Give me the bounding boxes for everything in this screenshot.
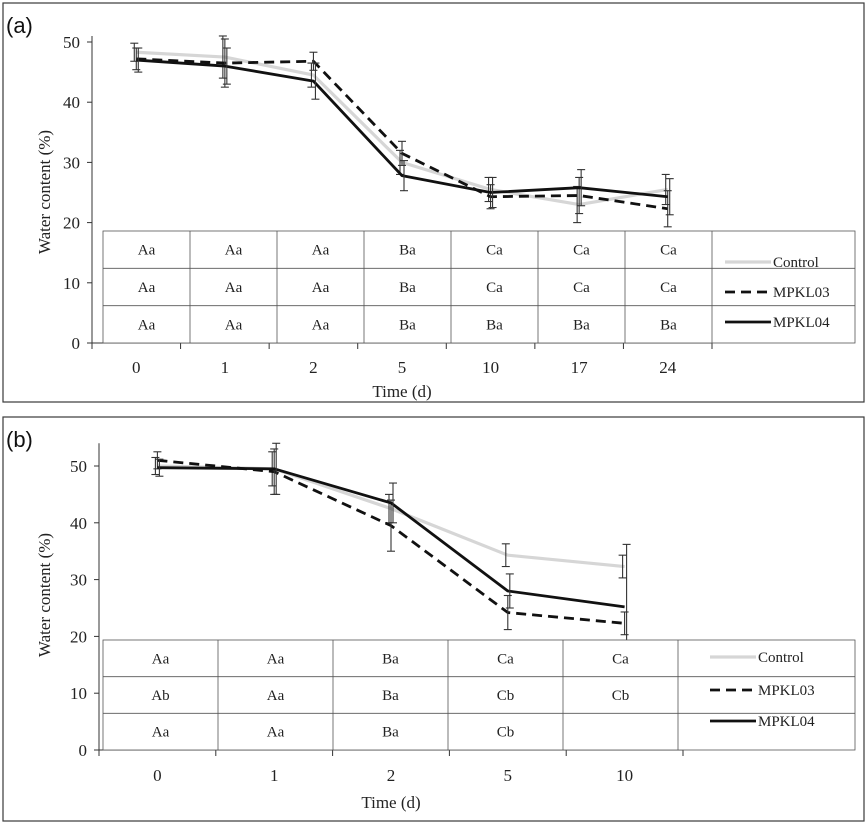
- table-cell: Aa: [225, 280, 243, 296]
- y-tick-label: 0: [72, 334, 81, 353]
- series-line-mpkl03: [136, 57, 668, 211]
- x-tick-label: 2: [387, 766, 396, 785]
- table-cell: Aa: [312, 280, 330, 296]
- table-cell: Ab: [151, 688, 169, 704]
- y-tick-label: 30: [63, 153, 80, 172]
- x-tick-label: 1: [221, 358, 230, 377]
- x-tick-label: 17: [571, 358, 589, 377]
- y-axis-label: Water content (%): [35, 533, 54, 657]
- table-cell: Aa: [152, 651, 170, 667]
- table-cell: Ba: [399, 280, 416, 296]
- table-cell: Aa: [138, 280, 156, 296]
- table-cell: Ba: [382, 725, 399, 741]
- table-cell: Aa: [267, 651, 285, 667]
- table-cell: Ba: [573, 317, 590, 333]
- table-cell: Ba: [399, 243, 416, 259]
- y-tick-label: 20: [70, 627, 87, 646]
- x-tick-label: 10: [482, 358, 499, 377]
- panel-border: [2, 416, 865, 822]
- data-table-bg: [103, 231, 855, 343]
- y-tick-label: 30: [70, 571, 87, 590]
- table-cell: Aa: [267, 725, 285, 741]
- table-cell: Ca: [497, 651, 514, 667]
- series-line-mpkl04: [157, 466, 625, 609]
- table-cell: Aa: [312, 317, 330, 333]
- table-cell: Ca: [612, 651, 629, 667]
- table-cell: Ca: [660, 243, 677, 259]
- y-tick-label: 50: [70, 457, 87, 476]
- panel-b: (b) 0 10 20 30 40 50 Water content (%) 0 1 2 5 10 Tim…: [2, 416, 865, 822]
- table-cell: Ba: [660, 317, 677, 333]
- table-cell: Ba: [382, 651, 399, 667]
- data-table-border: [102, 639, 856, 751]
- legend-label: MPKL03: [758, 683, 815, 699]
- y-tick-label: 40: [63, 93, 80, 112]
- table-cell: Ba: [486, 317, 503, 333]
- panel-label: (a): [6, 13, 33, 38]
- x-tick-label: 1: [270, 766, 279, 785]
- legend-label: MPKL04: [773, 315, 830, 331]
- x-tick-label: 24: [659, 358, 677, 377]
- y-tick-label: 20: [63, 214, 80, 233]
- panel-a: (a) 0 10 20 30 40 50 Water content (%) 0 1 2 5 10 17 2…: [2, 2, 865, 403]
- table-cell: Aa: [152, 725, 170, 741]
- table-cell: Ba: [382, 688, 399, 704]
- x-axis-label: Time (d): [361, 793, 420, 812]
- y-tick-label: 50: [63, 33, 80, 52]
- table-cell: Ca: [573, 243, 590, 259]
- table-cell: Ca: [486, 280, 503, 296]
- table-cell: Cb: [497, 725, 515, 741]
- legend-label: Control: [773, 255, 819, 271]
- x-tick-label: 2: [309, 358, 318, 377]
- x-tick-label: 5: [398, 358, 407, 377]
- y-tick-label: 40: [70, 514, 87, 533]
- table-cell: Ca: [573, 280, 590, 296]
- y-tick-label: 10: [70, 684, 87, 703]
- table-cell: Cb: [612, 688, 630, 704]
- table-cell: Aa: [267, 688, 285, 704]
- legend-label: Control: [758, 650, 804, 666]
- table-cell: Ca: [660, 280, 677, 296]
- table-cell: Aa: [225, 243, 243, 259]
- legend-label: MPKL04: [758, 714, 815, 730]
- table-cell: Cb: [497, 688, 515, 704]
- y-tick-label: 0: [79, 741, 88, 760]
- table-cell: Aa: [138, 317, 156, 333]
- data-table-border: [102, 230, 856, 344]
- x-axis-label: Time (d): [372, 382, 431, 401]
- x-tick-label: 10: [616, 766, 633, 785]
- series-line-control: [136, 50, 668, 207]
- panel-border: [2, 2, 865, 403]
- legend-label: MPKL03: [773, 285, 830, 301]
- panel-label: (b): [6, 427, 33, 452]
- x-tick-label: 0: [153, 766, 162, 785]
- y-axis-label: Water content (%): [35, 130, 54, 254]
- table-cell: Aa: [225, 317, 243, 333]
- x-tick-label: 0: [132, 358, 141, 377]
- table-cell: Ca: [486, 243, 503, 259]
- table-cell: Ba: [399, 317, 416, 333]
- table-cell: Aa: [138, 243, 156, 259]
- x-tick-label: 5: [504, 766, 513, 785]
- table-cell: Aa: [312, 243, 330, 259]
- y-tick-label: 10: [63, 274, 80, 293]
- series-line-mpkl04: [136, 58, 668, 199]
